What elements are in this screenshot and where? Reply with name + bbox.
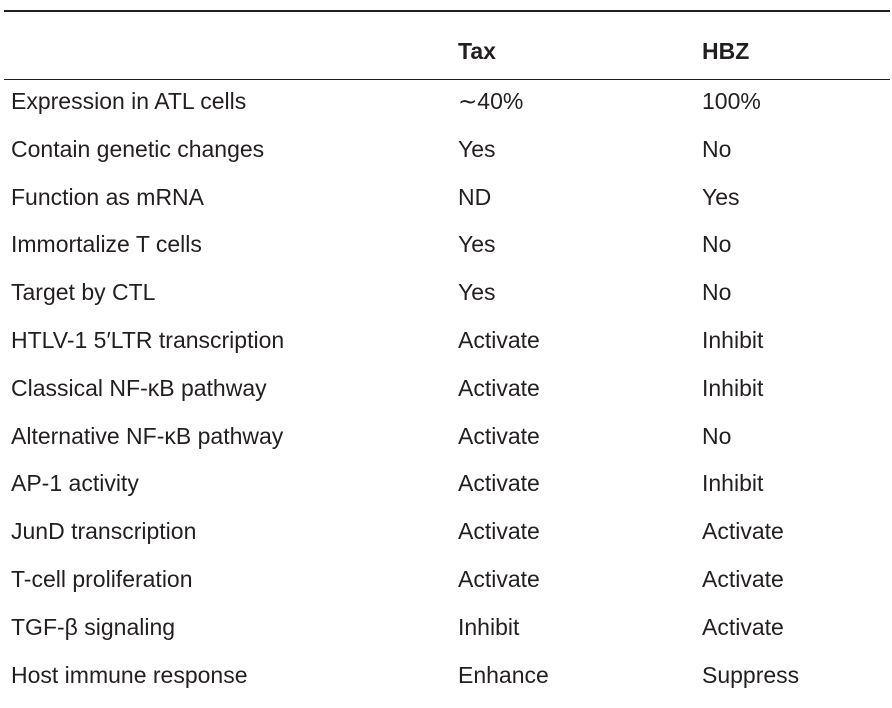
row-label-cell: AP-1 activity: [11, 470, 139, 497]
hbz-cell: Activate: [702, 613, 784, 640]
row-label-cell: Classical NF-κB pathway: [11, 374, 267, 401]
row-label-cell: TGF-β signaling: [11, 613, 176, 640]
row-label-cell: HTLV-1 5′LTR transcription: [11, 327, 285, 353]
hbz-cell: No: [702, 422, 732, 449]
table-header-row: Tax HBZ: [0, 36, 892, 68]
hbz-cell: No: [702, 135, 732, 162]
row-label-cell: Expression in ATL cells: [11, 88, 247, 114]
tax-cell: Yes: [458, 231, 496, 258]
row-label-cell: JunD transcription: [11, 518, 197, 545]
row-label-cell: T-cell proliferation: [11, 566, 193, 592]
tax-cell: Activate: [458, 518, 540, 545]
table-row: Classical NF-κB pathway Activate Inhibit: [0, 373, 892, 421]
tax-cell: Enhance: [458, 661, 549, 688]
table-header-rule: [4, 79, 890, 80]
table-row: JunD transcription Activate Activate: [0, 516, 892, 564]
header-tax: Tax: [458, 38, 496, 64]
hbz-cell: Yes: [702, 183, 740, 210]
row-label-cell: Contain genetic changes: [11, 135, 265, 162]
table-row: T-cell proliferation Activate Activate: [0, 564, 892, 612]
table-row: Alternative NF-κB pathway Activate No: [0, 421, 892, 469]
hbz-cell: Inhibit: [702, 470, 764, 497]
row-label-cell: Immortalize T cells: [11, 231, 202, 258]
tax-cell: Activate: [458, 327, 540, 353]
header-hbz: HBZ: [702, 38, 750, 64]
row-label-cell: Alternative NF-κB pathway: [11, 422, 284, 449]
table-row: AP-1 activity Activate Inhibit: [0, 468, 892, 516]
row-label-cell: Host immune response: [11, 661, 248, 688]
tax-cell: ND: [458, 183, 492, 210]
hbz-cell: Suppress: [702, 661, 800, 688]
row-label-cell: Target by CTL: [11, 279, 156, 306]
tax-cell: Inhibit: [458, 613, 520, 640]
table-row: Host immune response Enhance Suppress: [0, 660, 892, 708]
tax-cell: Yes: [458, 135, 496, 162]
table-row: Target by CTL Yes No: [0, 277, 892, 325]
table-row: Function as mRNA ND Yes: [0, 182, 892, 230]
hbz-cell: No: [702, 231, 732, 258]
table-row: Expression in ATL cells ∼40% 100%: [0, 86, 892, 134]
table-row: HTLV-1 5′LTR transcription Activate Inhibi…: [0, 325, 892, 373]
tax-cell: Activate: [458, 566, 540, 592]
hbz-cell: Activate: [702, 566, 784, 592]
tax-cell: Activate: [458, 470, 540, 497]
hbz-cell: Inhibit: [702, 374, 764, 401]
table-row: Contain genetic changes Yes No: [0, 134, 892, 182]
table-row: TGF-β signaling Inhibit Activate: [0, 612, 892, 660]
hbz-cell: Inhibit: [702, 327, 764, 353]
tax-cell: Yes: [458, 279, 496, 306]
hbz-cell: Activate: [702, 518, 784, 545]
tax-cell: Activate: [458, 374, 540, 401]
table-row: Immortalize T cells Yes No: [0, 229, 892, 277]
hbz-cell: 100%: [702, 88, 761, 114]
tax-cell: Activate: [458, 422, 540, 449]
hbz-cell: No: [702, 279, 732, 306]
table-top-rule: [4, 10, 890, 12]
row-label-cell: Function as mRNA: [11, 183, 205, 210]
tax-cell: ∼40%: [458, 88, 524, 114]
